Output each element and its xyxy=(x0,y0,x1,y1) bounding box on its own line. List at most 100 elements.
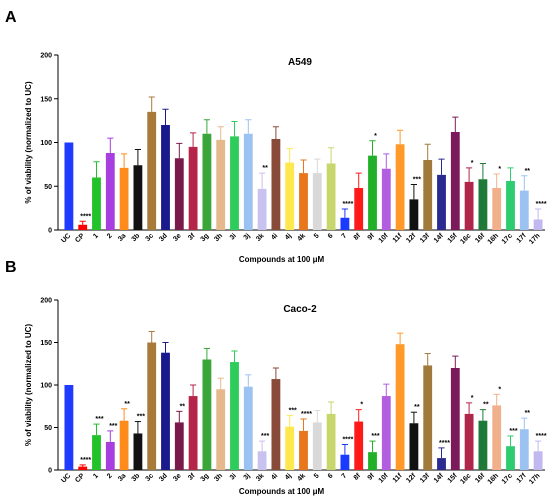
bar xyxy=(450,132,460,230)
y-tick-label: 0 xyxy=(48,228,52,235)
significance-label: *** xyxy=(413,177,421,184)
x-tick-label: 12f xyxy=(405,472,418,485)
x-tick-label: 15f xyxy=(447,472,460,485)
bar xyxy=(188,146,198,230)
bar xyxy=(437,458,446,470)
x-tick-label: 5 xyxy=(313,232,321,240)
significance-label: **** xyxy=(342,201,353,208)
bar xyxy=(326,413,336,470)
x-tick-label: UC xyxy=(60,472,72,484)
x-tick-label: 11f xyxy=(392,232,404,244)
bar xyxy=(174,158,184,230)
bar xyxy=(188,396,198,470)
bar xyxy=(64,385,74,470)
significance-label: *** xyxy=(109,423,117,430)
x-tick-label: 1 xyxy=(92,472,100,480)
bar xyxy=(464,181,474,230)
significance-label: ** xyxy=(262,165,268,172)
significance-label: *** xyxy=(261,433,269,440)
bar xyxy=(519,429,529,470)
x-tick-label: 10f xyxy=(378,232,391,245)
x-tick-label: CP xyxy=(74,232,86,244)
x-tick-label: 2 xyxy=(106,472,114,480)
x-tick-label: 3i xyxy=(229,232,238,241)
x-tick-label: 4i xyxy=(270,472,279,481)
y-tick-label: 150 xyxy=(40,96,52,103)
bar xyxy=(230,362,239,470)
y-tick-label: 200 xyxy=(40,298,52,305)
x-tick-label: 3e xyxy=(172,472,183,483)
x-tick-label: 6 xyxy=(327,232,335,240)
x-tick-label: 17c xyxy=(501,472,514,485)
bar xyxy=(354,421,364,470)
x-tick-label: 3f xyxy=(187,472,197,482)
bar xyxy=(381,396,391,470)
bar xyxy=(105,441,115,470)
x-tick-label: 8f xyxy=(353,232,363,242)
x-tick-label: 3c xyxy=(145,232,156,243)
x-tick-label: 17f xyxy=(516,232,529,245)
x-tick-label: 16f xyxy=(474,472,487,485)
x-tick-label: 3a xyxy=(117,472,128,483)
bar xyxy=(423,365,433,470)
bar xyxy=(257,188,267,230)
x-tick-label: 3b xyxy=(131,232,142,243)
x-tick-label: 17f xyxy=(516,472,529,485)
bar xyxy=(271,379,281,470)
bar xyxy=(464,413,474,470)
x-tick-label: 14f xyxy=(433,472,446,485)
y-tick-label: 50 xyxy=(44,184,52,191)
bar xyxy=(271,139,281,230)
significance-label: **** xyxy=(342,437,353,444)
bar xyxy=(381,168,391,230)
significance-label: * xyxy=(498,166,501,173)
x-tick-label: 4i xyxy=(270,232,279,241)
bar xyxy=(243,386,253,470)
significance-label: *** xyxy=(289,408,297,415)
significance-label: ** xyxy=(525,168,531,175)
bar xyxy=(409,199,419,230)
x-tick-label: 3b xyxy=(131,472,142,483)
x-tick-label: 16h xyxy=(487,232,500,245)
x-tick-label: 3d xyxy=(158,232,169,243)
bar xyxy=(368,452,377,470)
bar xyxy=(133,165,143,230)
x-tick-label: 7 xyxy=(341,472,349,480)
chart-title: Caco-2 xyxy=(283,304,317,315)
x-tick-label: 16c xyxy=(459,472,472,485)
x-tick-label: 4j xyxy=(284,232,293,241)
bar xyxy=(119,420,129,470)
x-tick-label: 4j xyxy=(284,472,293,481)
bar xyxy=(161,125,170,230)
x-tick-label: 16c xyxy=(459,232,472,245)
bar xyxy=(340,217,350,230)
x-tick-label: 3j xyxy=(243,472,252,481)
bar xyxy=(326,163,336,230)
y-axis-title: % of viability (normalized to UC) xyxy=(24,81,33,204)
bar xyxy=(492,405,502,470)
x-tick-label: 13f xyxy=(419,472,432,485)
bar xyxy=(437,174,446,230)
x-tick-label: 3j xyxy=(243,232,252,241)
x-tick-label: 9f xyxy=(367,472,377,482)
significance-label: * xyxy=(471,160,474,167)
bar xyxy=(147,342,157,470)
bar xyxy=(368,155,377,230)
y-tick-label: 0 xyxy=(48,468,52,475)
y-tick-label: 150 xyxy=(40,340,52,347)
bar xyxy=(340,454,350,470)
significance-label: *** xyxy=(509,428,517,435)
bar xyxy=(257,451,267,470)
x-tick-label: 3k xyxy=(255,232,266,243)
bar xyxy=(174,422,184,470)
x-tick-label: 13f xyxy=(419,232,432,245)
y-tick-label: 200 xyxy=(40,53,52,60)
bar xyxy=(78,466,88,470)
x-tick-label: 14f xyxy=(433,232,446,245)
bar xyxy=(395,344,405,470)
x-tick-label: 17h xyxy=(528,472,541,485)
x-axis-title: Compounds at 100 μM xyxy=(239,255,325,264)
x-tick-label: 3e xyxy=(172,232,183,243)
y-axis-title: % of viability (normalized to UC) xyxy=(24,324,33,447)
